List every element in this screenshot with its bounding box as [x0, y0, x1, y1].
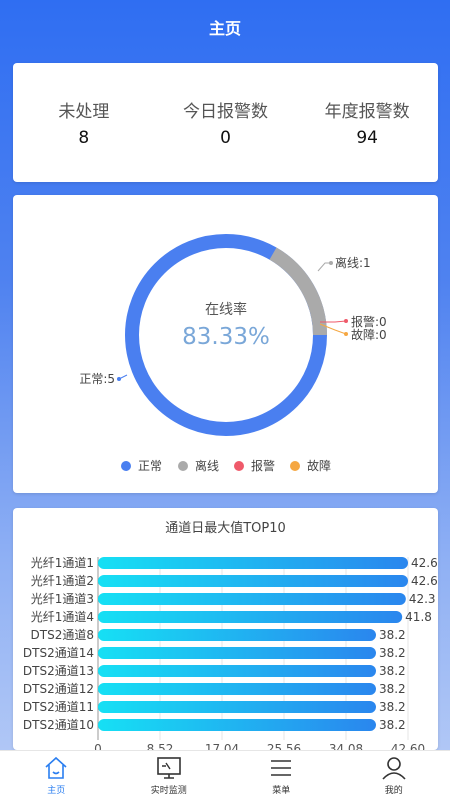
- slice-label-fault: 故障:0: [351, 327, 387, 342]
- bar-value-label: 42.6: [411, 556, 438, 570]
- bar[interactable]: [98, 611, 403, 623]
- slice-label-normal: 正常:5: [79, 372, 115, 386]
- tab-home[interactable]: 主页: [0, 751, 113, 800]
- stat-label: 未处理: [58, 102, 110, 122]
- bar[interactable]: [98, 557, 408, 569]
- legend-label-normal: 正常: [138, 459, 162, 473]
- tab-label: 实时监测: [150, 786, 187, 796]
- legend-dot-offline: [178, 461, 188, 471]
- bar-value-label: 38.2: [379, 628, 406, 642]
- category-label: DTS2通道8: [31, 628, 94, 642]
- stat-label: 年度报警数: [324, 102, 410, 122]
- donut-center-value: 83.33%: [182, 324, 270, 350]
- legend-fault[interactable]: 故障: [290, 458, 331, 473]
- bar[interactable]: [98, 701, 376, 713]
- stat-value: 0: [220, 128, 231, 148]
- tab-label: 主页: [47, 786, 66, 796]
- stat-today-alarms[interactable]: 今日报警数 0: [155, 63, 297, 182]
- chart-title: 通道日最大值TOP10: [165, 521, 286, 536]
- category-label: DTS2通道13: [23, 664, 94, 678]
- x-tick-label: 0: [94, 742, 102, 750]
- monitor-icon: [155, 755, 183, 781]
- category-label: DTS2通道11: [23, 700, 94, 714]
- stat-unprocessed[interactable]: 未处理 8: [13, 63, 155, 182]
- leader-dot-fault: [344, 332, 348, 336]
- bar-value-label: 38.2: [379, 664, 406, 678]
- bar-value-label: 38.2: [379, 682, 406, 696]
- bar[interactable]: [98, 683, 376, 695]
- legend-dot-normal: [121, 461, 131, 471]
- bar-value-label: 38.2: [379, 718, 406, 732]
- donut-chart: 在线率 83.33% 正常:5 离线:1 报警:0 故障:0 正常 离线 报警 …: [79, 234, 387, 473]
- category-label: 光纤1通道1: [31, 556, 94, 570]
- bar-value-label: 42.6: [411, 574, 438, 588]
- legend-normal[interactable]: 正常: [121, 459, 162, 473]
- channel-top10-card: 0 8.52 17.04 25.56 34.08 42.60 光纤1通道1 42.6 光纤1通道…: [13, 508, 438, 750]
- tab-profile[interactable]: 我的: [338, 751, 450, 800]
- bar[interactable]: [98, 665, 376, 677]
- donut-center-label: 在线率: [205, 301, 247, 318]
- slice-label-alarm: 报警:0: [351, 314, 387, 329]
- leader-line-alarm: [320, 320, 347, 323]
- bar[interactable]: [98, 575, 408, 587]
- category-label: 光纤1通道2: [31, 574, 94, 588]
- tab-menu[interactable]: 菜单: [225, 751, 338, 800]
- leader-dot-normal: [117, 377, 121, 381]
- legend-label-alarm: 报警: [251, 458, 275, 473]
- slice-label-offline: 离线:1: [335, 255, 371, 270]
- bar-value-label: 42.3: [409, 592, 436, 606]
- category-label: 光纤1通道4: [31, 610, 94, 624]
- stat-value: 94: [356, 128, 378, 148]
- x-tick-label: 17.04: [205, 742, 239, 750]
- bar-chart: 0 8.52 17.04 25.56 34.08 42.60 光纤1通道1 42.6 光纤1通道…: [23, 556, 438, 750]
- stat-value: 8: [78, 128, 90, 148]
- stat-label: 今日报警数: [183, 102, 268, 122]
- bar-value-label: 38.2: [379, 646, 406, 660]
- page-title: 主页: [208, 19, 241, 38]
- app-header: 主页: [0, 0, 450, 54]
- bar[interactable]: [98, 593, 406, 605]
- user-icon: [380, 755, 408, 781]
- tab-label: 菜单: [272, 786, 291, 796]
- legend-dot-alarm: [234, 461, 244, 471]
- x-tick-label: 25.56: [267, 742, 301, 750]
- category-label: DTS2通道14: [23, 646, 94, 660]
- legend-label-fault: 故障: [307, 458, 331, 473]
- online-rate-card: 在线率 83.33% 正常:5 离线:1 报警:0 故障:0 正常 离线 报警 …: [13, 195, 438, 493]
- x-tick-label: 42.60: [391, 742, 425, 750]
- bar[interactable]: [98, 719, 376, 731]
- tab-monitor[interactable]: 实时监测: [113, 751, 226, 800]
- category-label: 光纤1通道3: [31, 592, 94, 606]
- stats-card: 未处理 8 今日报警数 0 年度报警数 94: [13, 63, 438, 182]
- legend-dot-fault: [290, 461, 300, 471]
- bar-value-label: 41.8: [405, 610, 432, 624]
- legend-offline[interactable]: 离线: [178, 458, 219, 473]
- stat-yearly-alarms[interactable]: 年度报警数 94: [296, 63, 438, 182]
- x-tick-label: 34.08: [329, 742, 363, 750]
- legend-label-offline: 离线: [195, 458, 219, 473]
- tab-label: 我的: [384, 786, 403, 796]
- bottom-tab-bar: 主页 实时监测 菜单 我的: [0, 750, 450, 800]
- donut-slice-offline[interactable]: [269, 247, 327, 336]
- leader-dot-alarm: [344, 319, 348, 323]
- bar-value-label: 38.2: [379, 700, 406, 714]
- leader-dot-offline: [329, 261, 333, 265]
- category-label: DTS2通道10: [23, 718, 94, 732]
- leader-line-offline: [317, 262, 331, 272]
- menu-icon: [267, 755, 295, 781]
- leader-line-fault: [319, 323, 347, 335]
- bar[interactable]: [98, 647, 376, 659]
- bar[interactable]: [98, 629, 376, 641]
- category-label: DTS2通道12: [23, 682, 94, 696]
- x-tick-label: 8.52: [147, 742, 174, 750]
- home-icon: [42, 755, 70, 781]
- legend-alarm[interactable]: 报警: [234, 458, 275, 473]
